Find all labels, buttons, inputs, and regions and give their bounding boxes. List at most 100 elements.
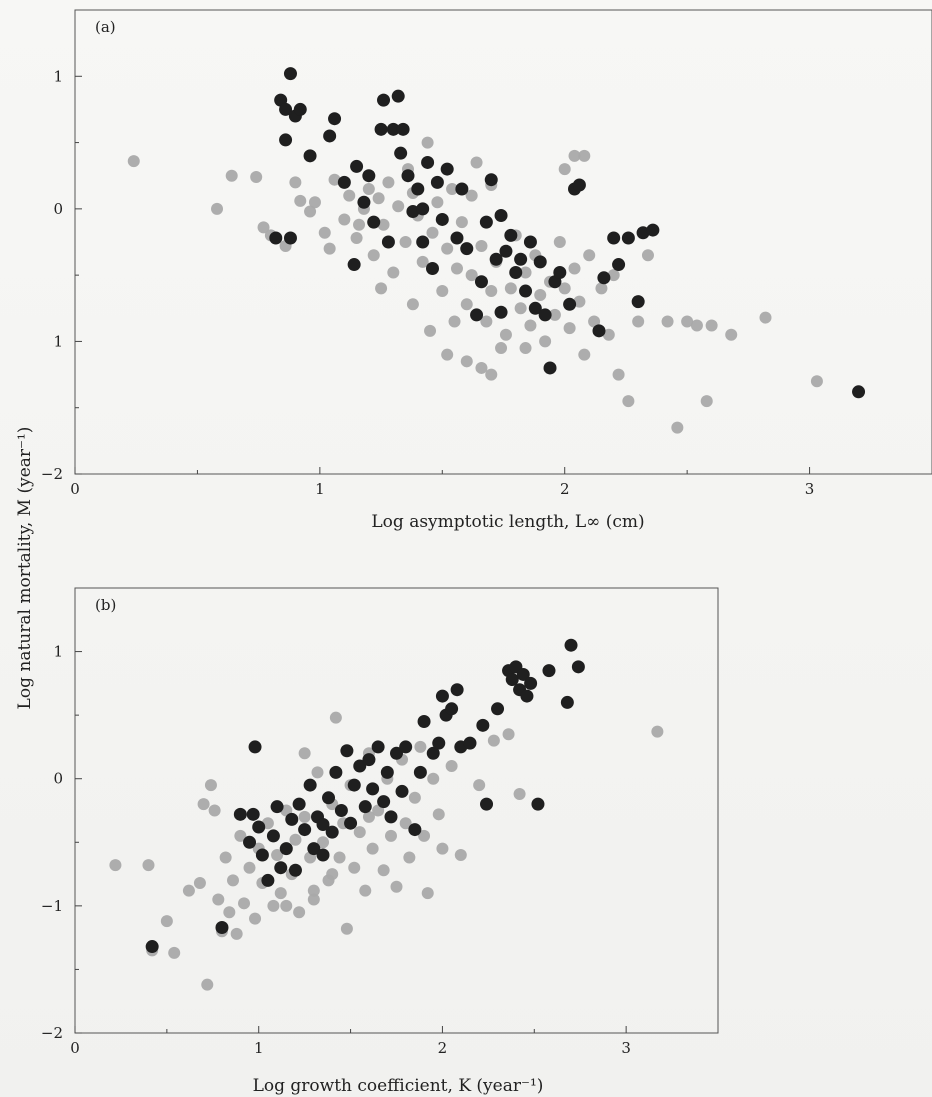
data-point-black [386, 122, 400, 136]
data-point-black [269, 231, 283, 245]
data-point-grey [514, 302, 527, 315]
data-point-grey [225, 169, 238, 182]
y-tick-label: 1 [53, 67, 63, 85]
data-point-black [445, 702, 459, 716]
data-point-grey [318, 226, 331, 239]
data-point-black [366, 782, 380, 796]
data-point-black [440, 162, 454, 176]
data-point-grey [418, 829, 431, 842]
data-point-black [377, 795, 391, 809]
data-point-grey [323, 242, 336, 255]
data-point-black [524, 676, 538, 690]
data-point-black [243, 835, 257, 849]
data-point-grey [377, 864, 390, 877]
data-point-grey [416, 255, 429, 268]
data-point-grey [421, 136, 434, 149]
data-point-grey [641, 249, 654, 262]
data-point-black [572, 178, 586, 192]
data-point-grey [353, 218, 366, 231]
data-point-grey [390, 880, 403, 893]
data-point-grey [446, 182, 459, 195]
data-point-black [298, 823, 312, 837]
chart-panel-b: 0 1 2 3 −2 −1 0 1 (b) Log growth coefficient, K (… [41, 587, 719, 1096]
data-point-grey [622, 395, 635, 408]
data-point-grey [311, 766, 324, 779]
data-point-black [426, 746, 440, 760]
data-point-grey [348, 861, 361, 874]
data-point-black [564, 638, 578, 652]
data-point-grey [182, 884, 195, 897]
data-point-grey [408, 791, 421, 804]
data-point-black [636, 226, 650, 240]
data-point-black [395, 784, 409, 798]
data-point-black [246, 807, 260, 821]
data-point-grey [588, 315, 601, 328]
data-point-black [430, 175, 444, 189]
data-point-grey [384, 829, 397, 842]
data-point-grey [578, 348, 591, 361]
data-point-black [491, 702, 505, 716]
data-point-black [571, 660, 585, 674]
data-point-black [350, 159, 364, 173]
data-point-grey [353, 826, 366, 839]
data-point-grey [362, 182, 375, 195]
data-point-grey [294, 194, 307, 207]
data-point-black [560, 695, 574, 709]
data-point-grey [350, 232, 363, 245]
data-point-black [542, 664, 556, 678]
data-point-grey [367, 249, 380, 262]
data-point-grey [578, 149, 591, 162]
data-point-grey [524, 319, 537, 332]
data-point-grey [250, 171, 263, 184]
data-point-black [460, 242, 474, 256]
data-point-grey [810, 375, 823, 388]
data-point-black [499, 244, 513, 258]
data-point-black [334, 804, 348, 817]
x-tick-label: 2 [560, 480, 570, 498]
data-point-black [279, 102, 293, 116]
data-point-grey [329, 711, 342, 724]
data-point-black [514, 252, 528, 266]
data-point-grey [421, 887, 434, 900]
data-point-grey [583, 249, 596, 262]
data-point-black [450, 231, 464, 245]
data-point-black [362, 169, 376, 183]
data-point-grey [307, 884, 320, 897]
data-point-grey [307, 893, 320, 906]
data-point-black [474, 275, 488, 289]
data-point-black [479, 215, 493, 229]
data-point-grey [651, 725, 664, 738]
y-tick-label: 0 [53, 200, 63, 218]
data-point-grey [460, 298, 473, 311]
data-point-grey [465, 189, 478, 202]
data-point-black [538, 308, 552, 322]
data-point-grey [427, 772, 440, 785]
data-point-black [417, 715, 431, 728]
data-point-grey [681, 315, 694, 328]
data-point-grey [399, 817, 412, 830]
y-tick-label: 0 [53, 770, 63, 788]
data-point-grey [436, 842, 449, 855]
data-point-grey [271, 849, 284, 861]
data-point-black [394, 146, 408, 160]
data-point-black [597, 271, 611, 285]
data-point-black [408, 823, 422, 837]
data-point-grey [602, 328, 615, 341]
x-axis-label: Log growth coefficient, K (year⁻¹) [253, 1076, 544, 1096]
data-point-black [340, 744, 354, 758]
data-point-grey [470, 156, 483, 169]
data-point-black [531, 797, 545, 811]
data-point-black [553, 265, 567, 279]
panel-a-layer: 0 1 2 3 −2 1 0 1 (a) Log asymptotic length, L∞ (c… [41, 9, 932, 532]
data-point-grey [230, 927, 243, 940]
data-point-grey [267, 899, 280, 912]
data-point-grey [441, 242, 454, 255]
data-point-black [489, 252, 503, 266]
data-point-grey [204, 779, 217, 792]
data-point-grey [201, 978, 214, 991]
data-point-black [432, 736, 446, 750]
data-point-grey [338, 213, 351, 226]
data-point-grey [563, 322, 576, 335]
data-point-black [435, 689, 449, 703]
data-point-black [413, 765, 427, 779]
